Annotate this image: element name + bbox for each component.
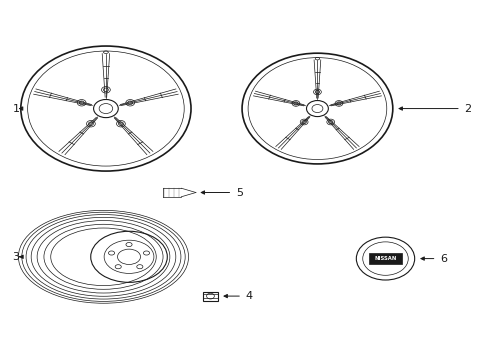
- Text: 2: 2: [464, 104, 471, 113]
- Bar: [368, 253, 402, 265]
- Text: 6: 6: [440, 253, 447, 264]
- Text: NISSAN: NISSAN: [373, 256, 396, 261]
- Bar: [203, 292, 217, 301]
- Ellipse shape: [126, 243, 132, 247]
- Ellipse shape: [143, 251, 149, 255]
- Text: 5: 5: [236, 188, 243, 198]
- Text: 3: 3: [13, 252, 20, 262]
- Ellipse shape: [137, 265, 142, 269]
- Ellipse shape: [115, 265, 121, 269]
- Text: 1: 1: [13, 104, 20, 113]
- Ellipse shape: [108, 251, 114, 255]
- Text: 4: 4: [245, 291, 252, 301]
